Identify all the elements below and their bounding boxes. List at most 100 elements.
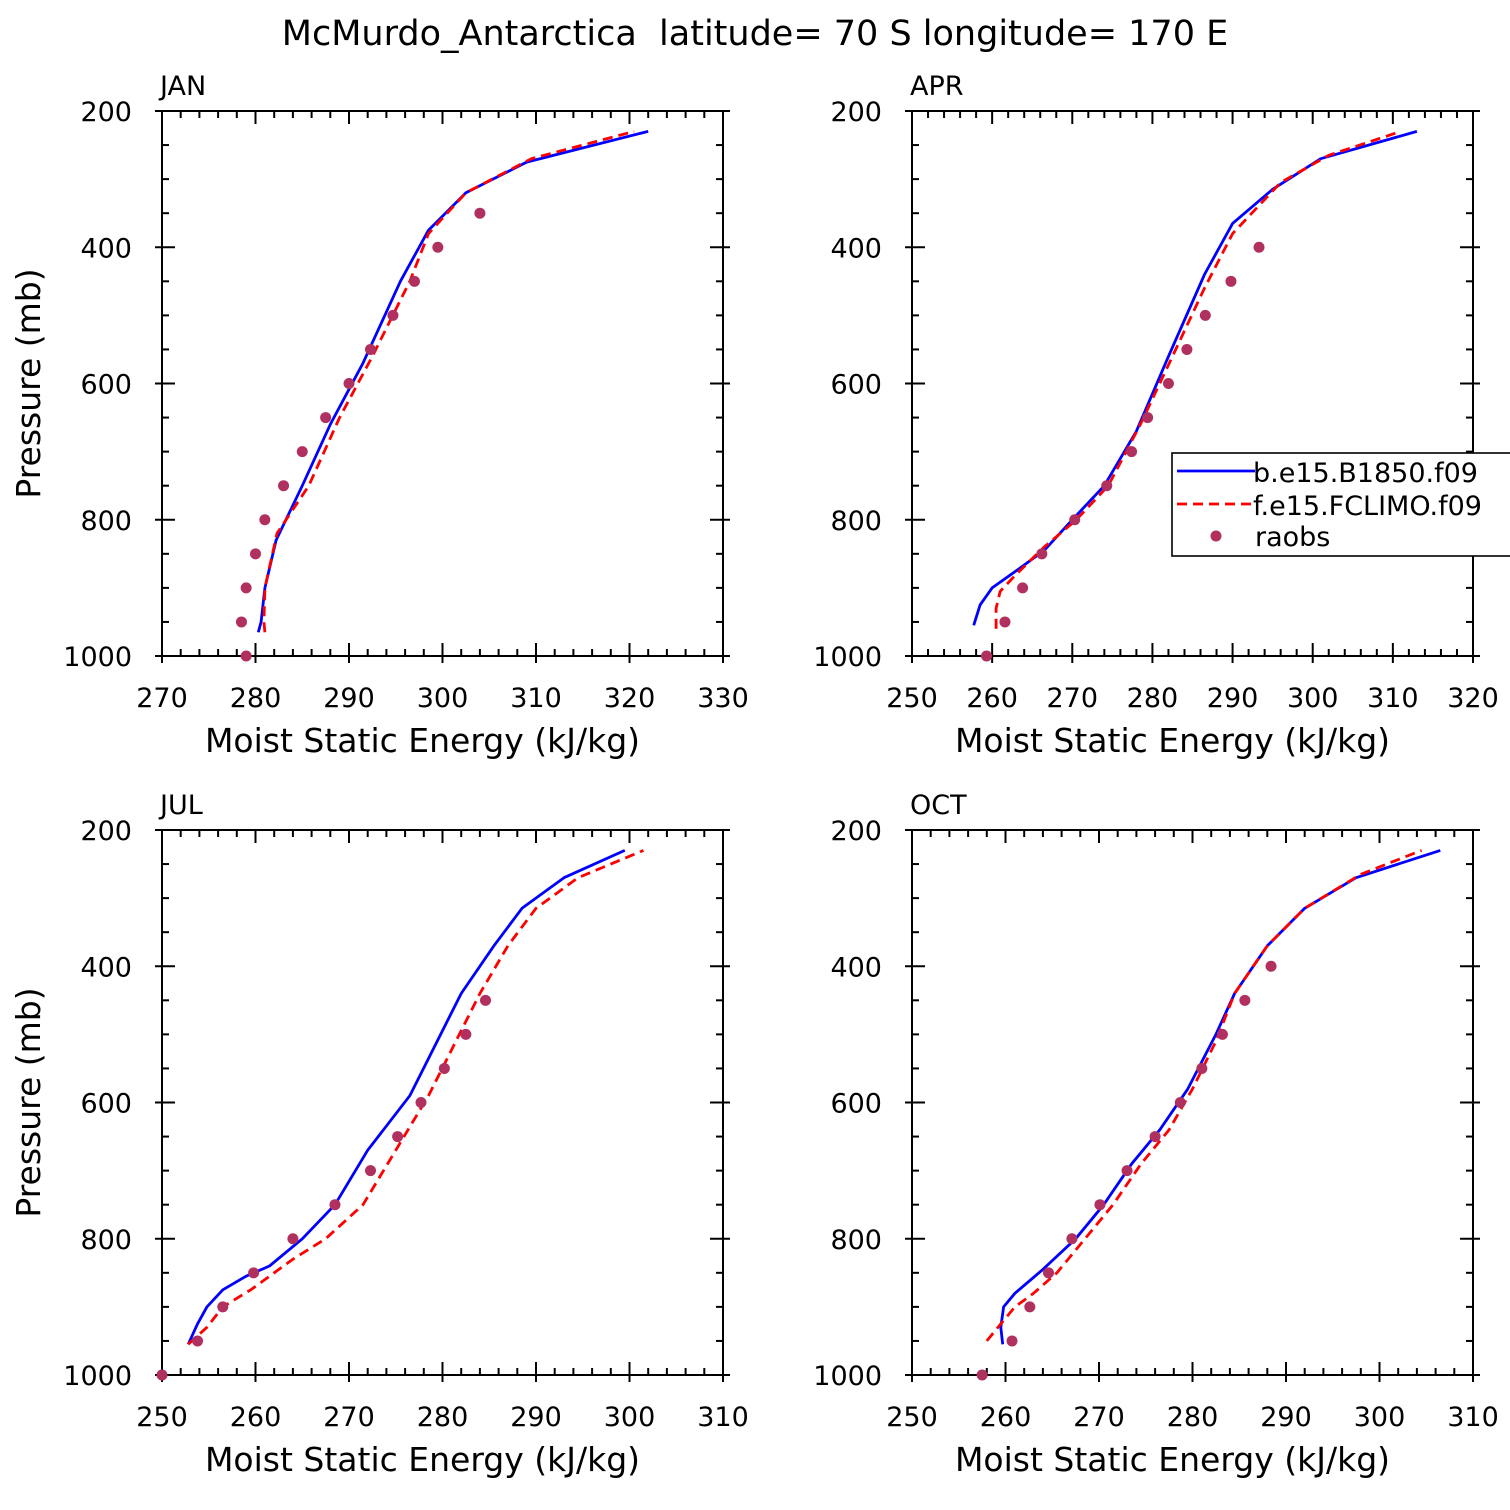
raobs-point bbox=[248, 1267, 260, 1279]
legend: b.e15.B1850.f09 f.e15.FCLIMO.f09 raobs bbox=[1171, 452, 1510, 557]
x-tick-label: 250 bbox=[136, 1402, 188, 1433]
y-tick-label: 1000 bbox=[813, 1361, 882, 1392]
x-tick-label: 270 bbox=[136, 683, 188, 714]
panel-title: JAN bbox=[158, 71, 206, 102]
raobs-point bbox=[474, 207, 486, 219]
raobs-point bbox=[259, 514, 271, 526]
x-tick-label: 330 bbox=[697, 683, 749, 714]
panel-title: APR bbox=[910, 71, 964, 102]
raobs-point bbox=[1043, 1267, 1055, 1279]
raobs-point bbox=[1036, 548, 1048, 560]
raobs-point bbox=[240, 582, 252, 594]
y-tick-label: 400 bbox=[80, 233, 132, 264]
raobs-point bbox=[1126, 446, 1138, 458]
y-tick-label: 800 bbox=[830, 1225, 882, 1256]
raobs-point bbox=[240, 650, 252, 662]
raobs-point bbox=[432, 241, 444, 253]
raobs-point bbox=[250, 548, 261, 560]
f-series-line bbox=[985, 849, 1423, 1342]
x-tick-label: 270 bbox=[323, 1402, 375, 1433]
raobs-point bbox=[1253, 241, 1265, 253]
raobs-point bbox=[1101, 480, 1113, 492]
x-axis-label: Moist Static Energy (kJ/kg) bbox=[205, 1440, 640, 1479]
raobs-point bbox=[1149, 1131, 1161, 1143]
x-tick-label: 320 bbox=[1447, 683, 1499, 714]
legend-label-b-series: b.e15.B1850.f09 bbox=[1253, 458, 1478, 489]
raobs-point bbox=[1239, 994, 1251, 1006]
y-tick-label: 800 bbox=[830, 506, 882, 537]
raobs-point bbox=[387, 309, 399, 321]
x-tick-label: 290 bbox=[1207, 683, 1259, 714]
x-axis-label: Moist Static Energy (kJ/kg) bbox=[955, 721, 1390, 760]
raobs-point bbox=[1265, 960, 1277, 972]
x-tick-label: 310 bbox=[1447, 1402, 1499, 1433]
f-series-line bbox=[994, 130, 1402, 629]
x-tick-label: 300 bbox=[1354, 1402, 1406, 1433]
b-series-line bbox=[972, 130, 1418, 626]
x-tick-label: 320 bbox=[604, 683, 656, 714]
raobs-point bbox=[1216, 1028, 1228, 1040]
x-tick-label: 310 bbox=[697, 1402, 749, 1433]
raobs-point bbox=[480, 994, 492, 1006]
raobs-point bbox=[999, 616, 1011, 628]
raobs-point bbox=[329, 1199, 341, 1211]
x-tick-label: 300 bbox=[604, 1402, 656, 1433]
y-tick-label: 400 bbox=[80, 952, 132, 983]
y-tick-label: 800 bbox=[80, 506, 132, 537]
f-series-line bbox=[262, 130, 635, 633]
panel-oct: OCT 250 260 270 280 290 300 310 200 400 600 800 1000… bbox=[813, 790, 1498, 1479]
raobs-point bbox=[408, 275, 420, 287]
x-tick-label: 270 bbox=[1047, 683, 1099, 714]
y-tick-label: 200 bbox=[830, 816, 882, 847]
x-tick-label: 260 bbox=[966, 683, 1018, 714]
raobs-point bbox=[1225, 275, 1237, 287]
x-tick-label: 290 bbox=[323, 683, 375, 714]
raobs-point bbox=[1017, 582, 1029, 594]
figure-title: McMurdo_Antarctica latitude= 70 S longit… bbox=[282, 14, 1228, 54]
raobs-point bbox=[1069, 514, 1081, 526]
raobs-point bbox=[296, 446, 308, 458]
raobs-point bbox=[1181, 343, 1193, 355]
raobs-point bbox=[976, 1369, 988, 1381]
raobs-point bbox=[156, 1369, 168, 1381]
raobs-point bbox=[217, 1301, 229, 1313]
raobs-point bbox=[1174, 1097, 1186, 1108]
x-tick-label: 250 bbox=[886, 1402, 938, 1433]
y-axis-label: Pressure (mb) bbox=[9, 987, 48, 1217]
raobs-point bbox=[460, 1028, 472, 1040]
raobs-point bbox=[1066, 1233, 1078, 1245]
legend-label-raobs: raobs bbox=[1255, 522, 1330, 553]
raobs-point bbox=[415, 1097, 427, 1108]
raobs-point bbox=[1196, 1062, 1208, 1074]
x-tick-label: 290 bbox=[1260, 1402, 1312, 1433]
x-tick-label: 250 bbox=[886, 683, 938, 714]
raobs-point bbox=[343, 378, 355, 389]
raobs-point bbox=[438, 1062, 450, 1074]
y-tick-label: 800 bbox=[80, 1225, 132, 1256]
raobs-point bbox=[287, 1233, 299, 1245]
x-tick-label: 310 bbox=[1367, 683, 1419, 714]
legend-label-f-series: f.e15.FCLIMO.f09 bbox=[1253, 491, 1482, 522]
x-tick-label: 260 bbox=[980, 1402, 1032, 1433]
raobs-point bbox=[235, 616, 247, 628]
y-tick-label: 600 bbox=[830, 370, 882, 401]
x-tick-label: 300 bbox=[1287, 683, 1339, 714]
raobs-point bbox=[365, 1165, 377, 1177]
x-tick-label: 280 bbox=[1167, 1402, 1219, 1433]
y-tick-label: 600 bbox=[80, 370, 132, 401]
y-tick-label: 200 bbox=[80, 816, 132, 847]
raobs-point bbox=[1162, 378, 1174, 389]
raobs-point bbox=[1024, 1301, 1036, 1313]
raobs-point bbox=[320, 412, 332, 424]
panel-title: OCT bbox=[910, 790, 967, 821]
panel-jan: JAN 270 280 290 300 310 320 330 200 400 600 800 1000… bbox=[9, 71, 749, 760]
y-tick-label: 200 bbox=[830, 97, 882, 128]
x-tick-label: 310 bbox=[510, 683, 562, 714]
raobs-point bbox=[1094, 1199, 1106, 1211]
raobs-point bbox=[278, 480, 290, 492]
y-tick-label: 600 bbox=[830, 1089, 882, 1120]
raobs-point bbox=[1199, 309, 1211, 321]
raobs-point bbox=[1142, 412, 1154, 424]
x-tick-label: 280 bbox=[417, 1402, 469, 1433]
